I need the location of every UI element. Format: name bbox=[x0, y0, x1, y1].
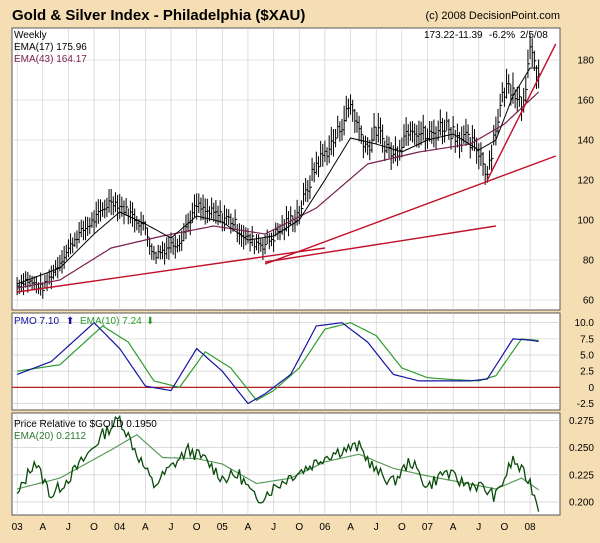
x-tick-label: J bbox=[374, 522, 379, 533]
copyright-notice: (c) 2008 DecisionPoint.com bbox=[425, 10, 560, 22]
plot-area bbox=[12, 34, 560, 512]
pmo-line bbox=[16, 321, 539, 405]
pmo-ema-down-arrow-icon: ⬇ bbox=[146, 316, 154, 327]
x-tick-label: O bbox=[193, 522, 201, 533]
trendline bbox=[486, 43, 557, 181]
x-tick-label: O bbox=[295, 522, 303, 533]
y-tick-label: 0 bbox=[588, 383, 594, 394]
x-tick-label: 06 bbox=[319, 522, 331, 533]
y-tick-label: 80 bbox=[583, 256, 595, 267]
x-tick-label: J bbox=[66, 522, 71, 533]
ema17-line bbox=[16, 67, 539, 285]
x-tick-label: O bbox=[501, 522, 509, 533]
x-tick-label: J bbox=[476, 522, 481, 533]
x-tick-label: A bbox=[39, 522, 46, 533]
y-tick-label: 7.5 bbox=[580, 334, 594, 345]
y-tick-label: 10.0 bbox=[575, 318, 595, 329]
y-tick-label: 0.250 bbox=[569, 443, 594, 454]
y-tick-label: 0.200 bbox=[569, 497, 594, 508]
pmo-panel bbox=[11, 312, 561, 411]
trendline bbox=[17, 247, 325, 293]
x-tick-label: O bbox=[90, 522, 98, 533]
relative-legend: Price Relative to $GOLD 0.1950 bbox=[14, 419, 157, 430]
pmo-up-arrow-icon: ⬆ bbox=[66, 316, 74, 327]
pmo-ema-legend: EMA(10) 7.24 bbox=[80, 316, 142, 327]
ema43-legend: EMA(43) 164.17 bbox=[14, 54, 87, 65]
x-tick-label: J bbox=[271, 522, 276, 533]
relative-ema-line bbox=[16, 433, 539, 491]
x-tick-label: O bbox=[398, 522, 406, 533]
chart-title: Gold & Silver Index - Philadelphia ($XAU… bbox=[12, 7, 306, 24]
x-tick-label: 04 bbox=[114, 522, 126, 533]
x-tick-label: A bbox=[347, 522, 354, 533]
y-tick-label: 0.225 bbox=[569, 470, 594, 481]
y-tick-label: 2.5 bbox=[580, 367, 594, 378]
relative-ema-legend: EMA(20) 0.2112 bbox=[14, 431, 87, 442]
y-tick-label: 0.275 bbox=[569, 416, 594, 427]
period-label: Weekly bbox=[14, 30, 47, 41]
y-tick-label: 120 bbox=[577, 176, 594, 187]
y-tick-label: -2.5 bbox=[577, 399, 595, 410]
x-tick-label: A bbox=[142, 522, 149, 533]
y-tick-label: 100 bbox=[577, 216, 594, 227]
ema17-legend: EMA(17) 175.96 bbox=[14, 42, 87, 53]
x-tick-label: A bbox=[450, 522, 457, 533]
axis-labels: 03 A J O 04 A J O 05 A J O 06 A J O 07 A J O 08 60 80 100 120 140… bbox=[12, 56, 595, 534]
x-tick-label: 07 bbox=[422, 522, 434, 533]
pmo-legend: PMO 7.10 bbox=[14, 316, 59, 327]
y-tick-label: 5.0 bbox=[580, 351, 594, 362]
quote-date: 2/5/08 bbox=[520, 30, 548, 41]
last-close: 173.22 bbox=[424, 30, 455, 41]
trendline bbox=[264, 225, 496, 263]
price-panel bbox=[11, 27, 561, 311]
y-tick-label: 160 bbox=[577, 96, 594, 107]
ema43-line bbox=[16, 91, 540, 289]
x-tick-label: 08 bbox=[525, 522, 537, 533]
price-change: -11.39 bbox=[455, 30, 483, 41]
x-tick-label: 03 bbox=[12, 522, 24, 533]
x-tick-label: 05 bbox=[217, 522, 229, 533]
trendline bbox=[264, 155, 556, 265]
price-change-pct: -6.2% bbox=[489, 30, 515, 41]
y-tick-label: 180 bbox=[577, 56, 594, 67]
pmo-signal-line bbox=[17, 322, 539, 402]
relative-line bbox=[16, 414, 540, 512]
y-tick-label: 60 bbox=[583, 296, 595, 307]
x-tick-label: A bbox=[245, 522, 252, 533]
y-tick-label: 140 bbox=[577, 136, 594, 147]
x-tick-label: J bbox=[169, 522, 174, 533]
